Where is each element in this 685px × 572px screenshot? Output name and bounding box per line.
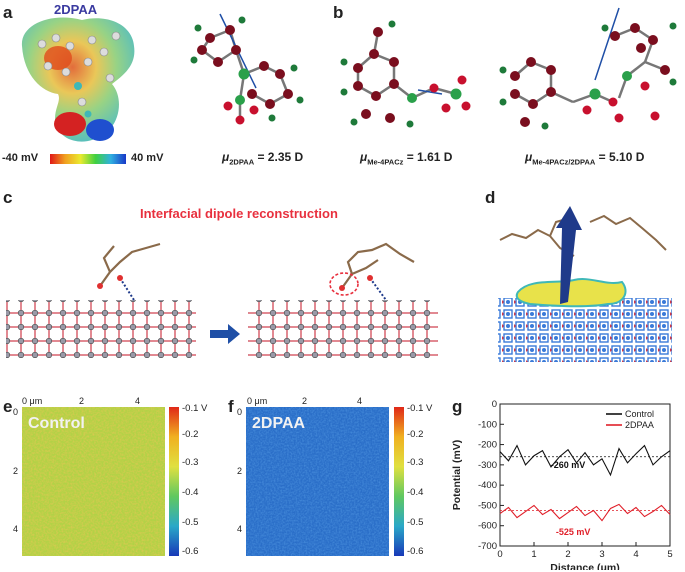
colorbar-e xyxy=(169,407,179,556)
dipole-caption-combined: μMe-4PACz/2DPAA = 5.10 D xyxy=(525,150,645,167)
colorbar-f-tick: -0.1 V xyxy=(407,403,433,414)
molecule-combined-dipole xyxy=(499,7,677,130)
map-f-y-tick: 0 xyxy=(237,407,243,417)
series-line-2dpaa xyxy=(499,503,671,522)
y-tick-label: -100 xyxy=(478,419,497,430)
colorbar-f-tick: -0.3 xyxy=(407,457,424,468)
map-f-y-tick: 4 xyxy=(237,524,243,534)
panel-label-c: c xyxy=(3,188,13,207)
panel-label-a: a xyxy=(3,3,13,22)
dipole-caption-me4pacz: μMe-4PACz = 1.61 D xyxy=(360,150,453,167)
map-e-x-tick: 2 xyxy=(79,396,85,406)
chart-annotation: -260 mV xyxy=(551,460,586,470)
x-tick-label: 5 xyxy=(667,549,672,560)
x-tick-label: 0 xyxy=(497,549,502,560)
potential-map-2dpaa: 2DPAA xyxy=(246,407,389,556)
x-tick-label: 3 xyxy=(599,549,604,560)
electrostatic-potential-map xyxy=(21,17,135,142)
map-e-y-tick: 4 xyxy=(13,524,19,534)
colorbar-f xyxy=(394,407,404,556)
map-f-y-tick: 2 xyxy=(237,466,243,476)
map-f-x-tick: 4 xyxy=(357,396,363,406)
panel-label-b: b xyxy=(333,3,344,22)
map-e-y-tick: 2 xyxy=(13,466,19,476)
panel-label-d: d xyxy=(485,188,496,207)
molecule-me4pacz-dipole xyxy=(340,20,471,128)
x-tick-label: 2 xyxy=(565,549,570,560)
panel-label-e: e xyxy=(3,397,13,416)
panel-label-f: f xyxy=(228,397,234,416)
chart-annotation: -525 mV xyxy=(556,527,591,537)
molecule-2dpaa-dipole xyxy=(190,13,304,125)
y-tick-label: -600 xyxy=(478,521,497,532)
colorbar-e-tick: -0.6 xyxy=(182,546,199,557)
molecule-title: 2DPAA xyxy=(54,2,98,17)
y-tick-label: -700 xyxy=(478,541,497,552)
potential-map-control: Control xyxy=(22,407,165,556)
legend-label: 2DPAA xyxy=(625,420,654,430)
y-tick-label: -400 xyxy=(478,480,497,491)
esp-color-scale xyxy=(50,154,126,164)
map-title-2dpaa: 2DPAA xyxy=(252,415,306,432)
legend-label: Control xyxy=(625,409,654,419)
dipole-caption-2dpaa: μ2DPAA = 2.35 D xyxy=(222,150,304,167)
y-tick-label: -500 xyxy=(478,500,497,511)
colorbar-e-tick: -0.5 xyxy=(182,517,199,528)
map-e-unit-label: 0 μm xyxy=(22,396,43,406)
colorbar-e-tick: -0.1 V xyxy=(182,403,208,414)
colorbar-e-tick: -0.3 xyxy=(182,457,199,468)
colorbar-f-tick: -0.2 xyxy=(407,429,424,440)
y-axis-label: Potential (mV) xyxy=(451,440,463,511)
panel-c-title: Interfacial dipole reconstruction xyxy=(140,206,338,221)
x-tick-label: 1 xyxy=(531,549,536,560)
panel-label-g: g xyxy=(452,397,463,416)
colorbar-e-tick: -0.2 xyxy=(182,429,199,440)
colorbar-f-tick: -0.6 xyxy=(407,546,424,557)
series-line-control xyxy=(499,444,671,477)
scale-min-label: -40 mV xyxy=(2,152,39,164)
map-f-unit-label: 0 μm xyxy=(247,396,268,406)
map-e-y-tick: 0 xyxy=(13,407,19,417)
y-tick-label: -200 xyxy=(478,440,497,451)
plot-frame xyxy=(499,403,671,547)
colorbar-f-tick: -0.4 xyxy=(407,487,424,498)
y-tick-label: -300 xyxy=(478,460,497,471)
map-title-control: Control xyxy=(28,415,85,432)
colorbar-e-tick: -0.4 xyxy=(182,487,199,498)
colorbar-f-tick: -0.5 xyxy=(407,517,424,528)
charge-density-structure xyxy=(498,206,672,362)
x-axis-label: Distance (μm) xyxy=(550,562,619,570)
map-f-x-tick: 2 xyxy=(302,396,308,406)
x-tick-label: 4 xyxy=(633,549,638,560)
scale-max-label: 40 mV xyxy=(131,152,164,164)
map-e-x-tick: 4 xyxy=(135,396,141,406)
y-tick-label: 0 xyxy=(492,399,497,410)
interface-schematic xyxy=(6,242,438,358)
